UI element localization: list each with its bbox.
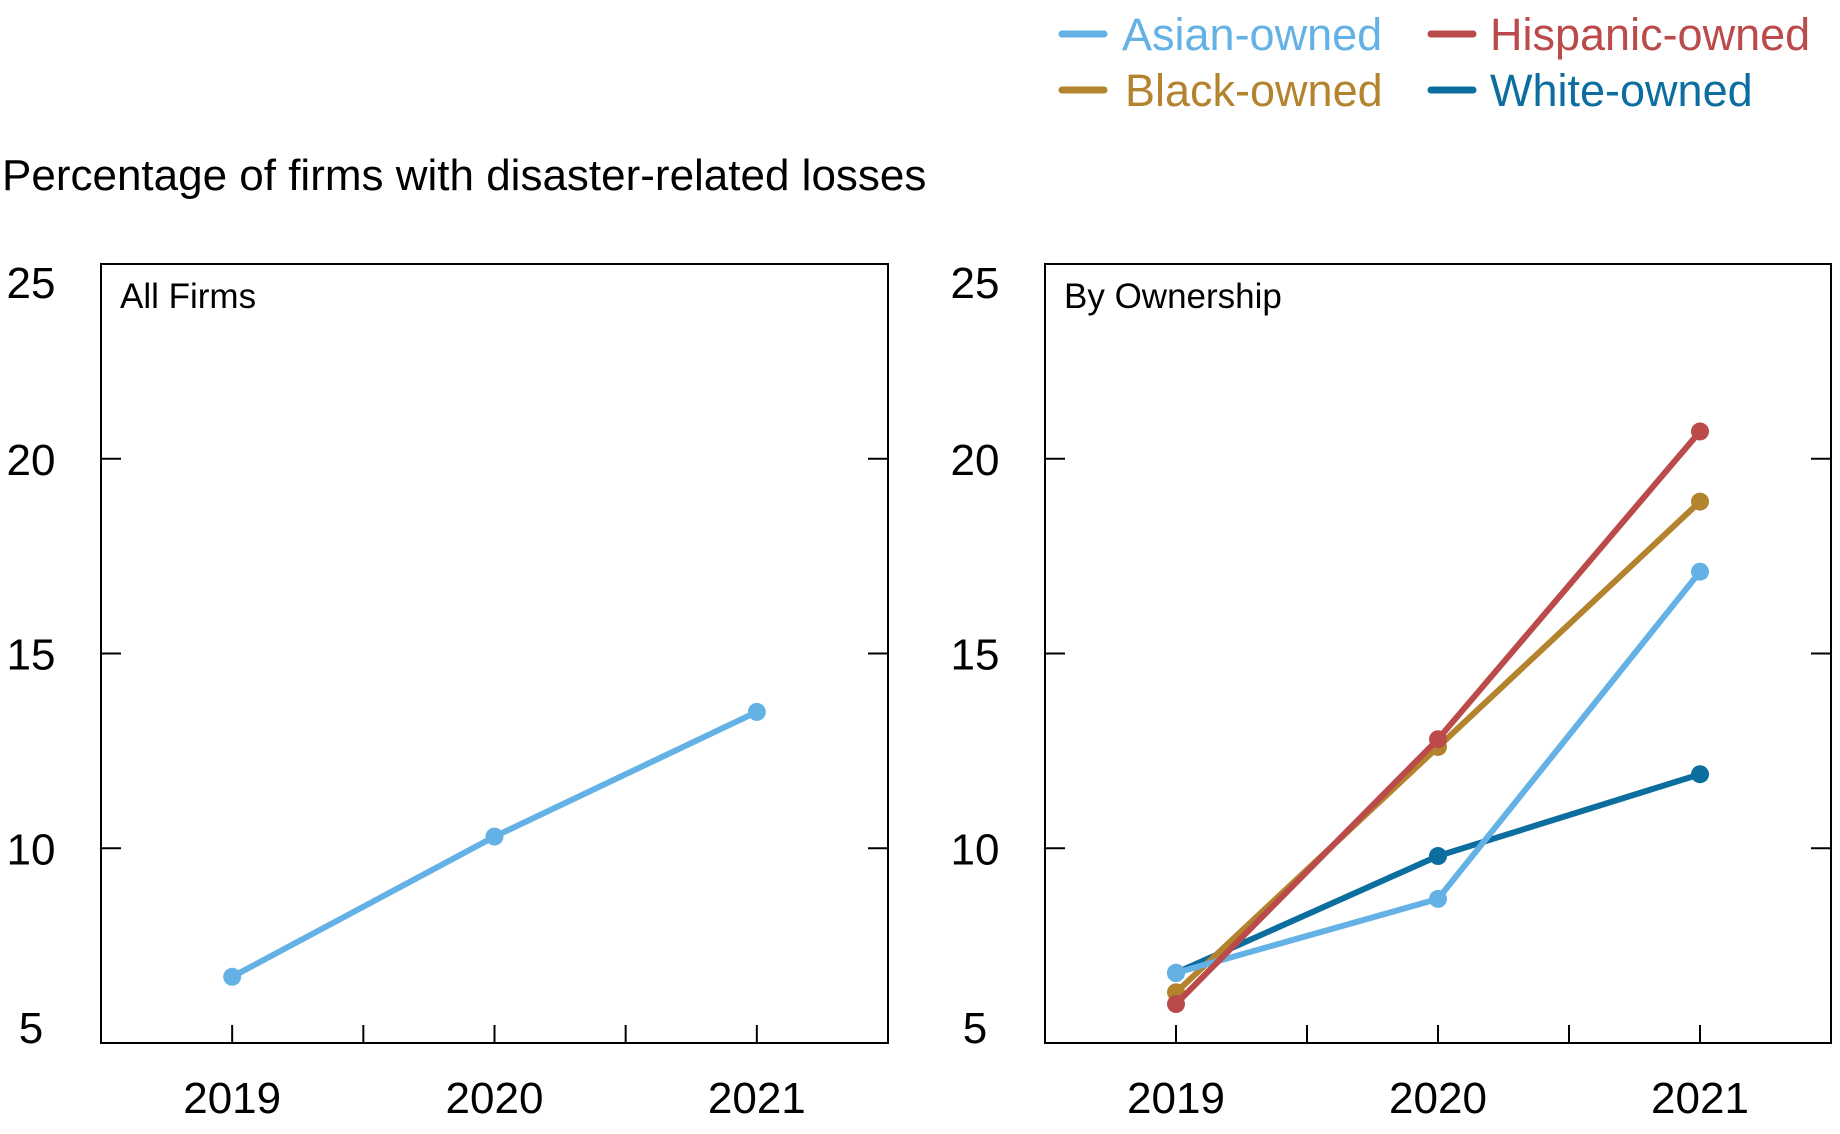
plot-frame	[1044, 263, 1832, 1044]
data-point-hispanic-owned-2020	[1429, 730, 1447, 749]
y-tick-label: 5	[963, 1004, 987, 1053]
plot-frame	[100, 263, 889, 1044]
legend-label-hispanic-owned: Hispanic-owned	[1490, 9, 1810, 60]
data-point-black-owned-2021	[1691, 492, 1709, 511]
data-point-asian-owned-2021	[1691, 562, 1709, 581]
data-point-white-owned-2020	[1429, 847, 1447, 866]
x-tick-label: 2020	[1389, 1074, 1487, 1123]
y-tick-label: 10	[951, 825, 1000, 874]
data-point-series-2021	[747, 702, 766, 721]
series-line-asian-owned	[1175, 569, 1703, 976]
data-point-hispanic-owned-2019	[1167, 995, 1185, 1014]
data-point-hispanic-owned-2021	[1691, 422, 1709, 441]
x-tick-label: 2019	[183, 1074, 281, 1123]
data-point-white-owned-2021	[1691, 765, 1709, 784]
y-axis-label: Percentage of firms with disaster-relate…	[2, 151, 926, 200]
y-tick-label: 25	[7, 259, 56, 308]
series-line-white-owned	[1174, 771, 1701, 976]
data-point-series-2020	[485, 827, 504, 846]
x-tick-label: 2019	[1127, 1074, 1225, 1123]
panel-1: All Firms 5 10 15 20 25 2019 2020 2021	[7, 259, 889, 1123]
y-tick-label: 15	[951, 631, 1000, 680]
panel-title: By Ownership	[1064, 277, 1282, 316]
y-tick-label: 20	[951, 436, 1000, 485]
y-tick-label: 5	[19, 1004, 43, 1053]
legend-label-white-owned: White-owned	[1490, 65, 1753, 116]
data-point-asian-owned-2020	[1429, 889, 1447, 908]
panel-title: All Firms	[120, 277, 256, 316]
x-tick-label: 2021	[708, 1074, 806, 1123]
x-tick-label: 2021	[1651, 1074, 1749, 1123]
y-tick-label: 15	[7, 631, 56, 680]
legend-label-black-owned: Black-owned	[1125, 65, 1383, 116]
data-point-asian-owned-2019	[1167, 963, 1185, 982]
y-tick-label: 10	[7, 825, 56, 874]
x-tick-label: 2020	[446, 1074, 544, 1123]
legend: Asian-owned Hispanic-owned Black-owned Whit…	[1058, 9, 1810, 116]
legend-label-asian-owned: Asian-owned	[1122, 9, 1382, 60]
panel-2: By Ownership 5 10 15 20 25 2019 2020 2021	[951, 259, 1832, 1123]
data-point-series-2019	[223, 967, 242, 986]
y-tick-label: 25	[951, 259, 1000, 308]
y-tick-label: 20	[7, 436, 56, 485]
